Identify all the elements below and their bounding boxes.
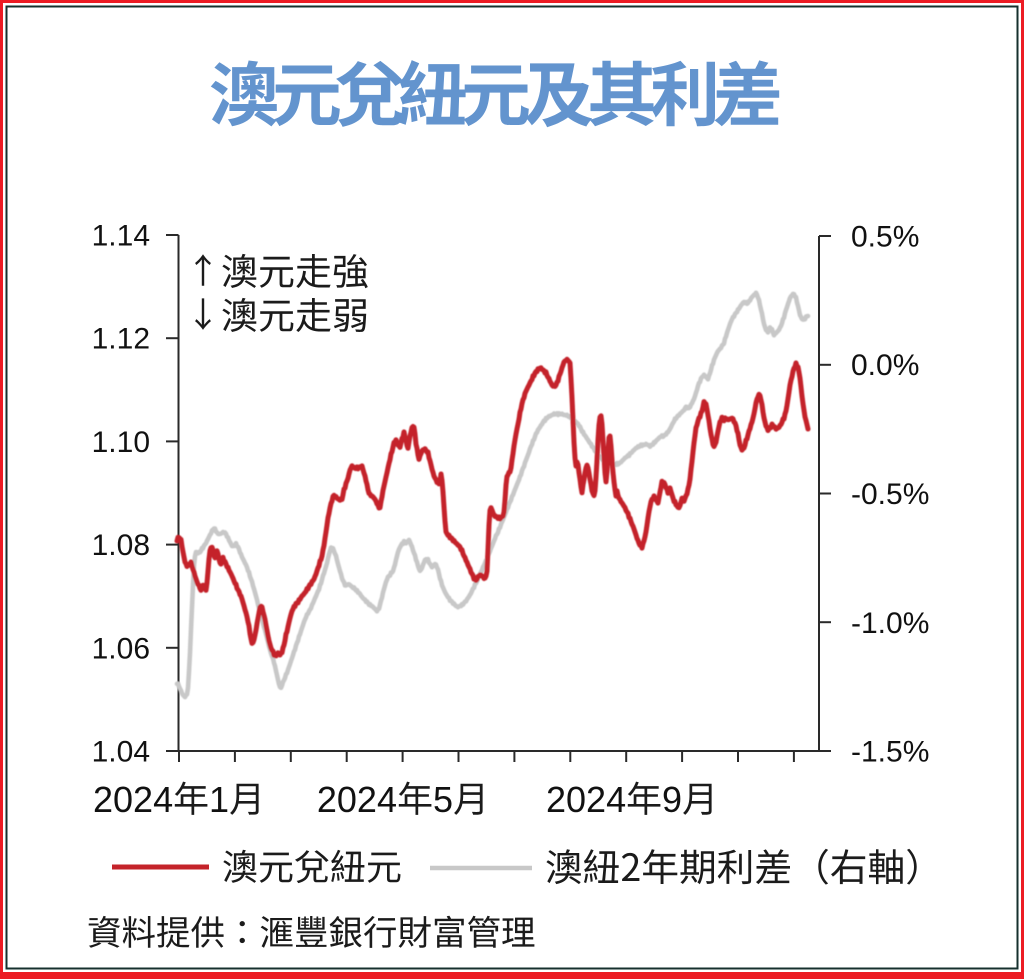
svg-text:0.0%: 0.0% bbox=[851, 349, 919, 382]
svg-text:1.14: 1.14 bbox=[92, 220, 150, 253]
svg-text:-1.0%: -1.0% bbox=[851, 607, 929, 640]
svg-text:2024: 2024 bbox=[546, 779, 626, 820]
svg-text:0.5%: 0.5% bbox=[851, 221, 919, 254]
svg-text:1.08: 1.08 bbox=[92, 529, 150, 562]
svg-text:1.04: 1.04 bbox=[92, 736, 150, 769]
svg-text:1.10: 1.10 bbox=[92, 426, 150, 459]
svg-text:-1.5%: -1.5% bbox=[851, 736, 929, 769]
svg-text:1.12: 1.12 bbox=[92, 323, 150, 356]
svg-text:-0.5%: -0.5% bbox=[851, 478, 929, 511]
svg-text:1: 1 bbox=[209, 779, 229, 820]
svg-text:2024: 2024 bbox=[317, 779, 397, 820]
svg-text:9: 9 bbox=[662, 779, 682, 820]
svg-text:1.06: 1.06 bbox=[92, 632, 150, 665]
svg-text:2024: 2024 bbox=[93, 779, 173, 820]
svg-text:5: 5 bbox=[433, 779, 453, 820]
